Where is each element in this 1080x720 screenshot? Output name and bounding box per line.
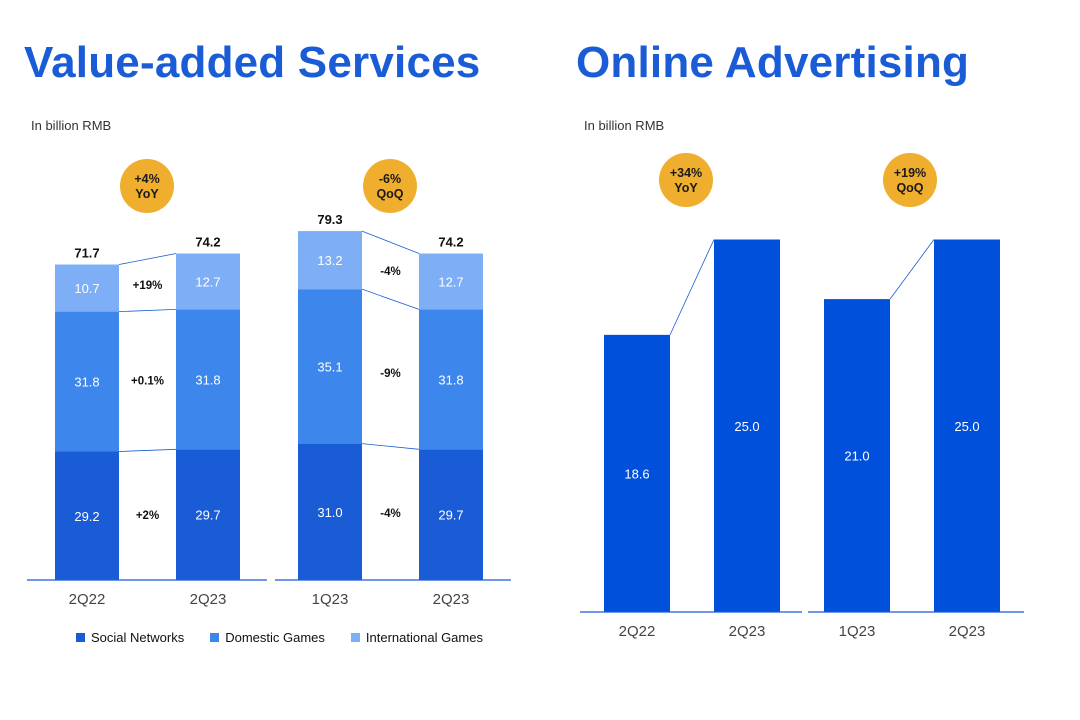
legend-label-social: Social Networks <box>91 630 185 645</box>
vas-qoq-bar-international-1q23 <box>298 231 362 290</box>
legend-item-international: International Games <box>350 630 483 645</box>
vas-qoq-badge-value: -6% <box>379 172 401 186</box>
vas-yoy-connector-1 <box>118 448 177 452</box>
vas-yoy-bar-international-2q23 <box>176 253 240 310</box>
vas-qoq-connector-3 <box>361 230 420 254</box>
ads-qoq-connector <box>889 239 935 300</box>
ads-yoy-badge <box>659 153 713 207</box>
ads-title: Online Advertising <box>576 38 970 87</box>
vas-yoy-total-2q23: 74.2 <box>195 235 220 250</box>
vas-qoq-bar-social-2q23 <box>419 449 483 580</box>
vas-qoq-change-international: -4% <box>380 266 400 278</box>
vas-yoy-value-international-2q23: 12.7 <box>195 274 220 289</box>
vas-qoq-badge-label: QoQ <box>376 187 403 201</box>
ads-yoy-xtick-2q23: 2Q23 <box>729 623 766 640</box>
ads-yoy-badge-label: YoY <box>674 181 698 195</box>
legend-swatch-international <box>350 633 360 642</box>
legend: Social Networks Domestic Games Internati… <box>76 630 483 645</box>
vas-yoy-connector-3 <box>118 253 177 265</box>
vas-qoq-bar-domestic-1q23 <box>298 289 362 444</box>
vas-qoq-total-2q23: 74.2 <box>438 235 463 250</box>
vas-unit-label: In billion RMB <box>31 118 112 133</box>
vas-qoq-xtick-2q23: 2Q23 <box>433 591 470 608</box>
vas-qoq-value-domestic-1q23: 35.1 <box>317 359 342 374</box>
ads-yoy-badge-value: +34% <box>670 166 702 180</box>
vas-title: Value-added Services <box>24 38 481 87</box>
vas-yoy-bar-domestic-2q22 <box>55 311 119 452</box>
vas-yoy-value-domestic-2q23: 31.8 <box>195 372 220 387</box>
legend-label-domestic: Domestic Games <box>225 630 325 645</box>
vas-qoq-value-international-2q23: 12.7 <box>438 274 463 289</box>
vas-qoq-bar-international-2q23 <box>419 253 483 310</box>
vas-yoy-change-social: +2% <box>136 510 159 522</box>
legend-swatch-social <box>76 633 85 642</box>
legend-label-international: International Games <box>365 630 483 645</box>
vas-yoy-value-domestic-2q22: 31.8 <box>74 375 99 390</box>
ads-yoy-bar-2q22 <box>604 334 670 612</box>
vas-yoy-bar-social-2q23 <box>176 449 240 580</box>
vas-yoy-total-2q22: 71.7 <box>74 246 99 261</box>
vas-qoq-badge <box>363 159 417 213</box>
vas-qoq-change-domestic: -9% <box>380 368 400 380</box>
ads-yoy-bar-2q23 <box>714 239 780 612</box>
vas-yoy-connector-2 <box>118 309 177 312</box>
vas-qoq-value-social-1q23: 31.0 <box>317 505 342 520</box>
vas-qoq-bar-domestic-2q23 <box>419 309 483 450</box>
legend-swatch-domestic <box>210 633 220 642</box>
vas-yoy-bar-social-2q22 <box>55 451 119 580</box>
ads-unit-label: In billion RMB <box>584 118 665 133</box>
ads-yoy-value-2q22: 18.6 <box>624 466 649 481</box>
legend-item-social: Social Networks <box>76 630 184 645</box>
ads-qoq-bar-1q23 <box>824 299 890 612</box>
vas-qoq-bar-social-1q23 <box>298 443 362 580</box>
vas-yoy-bar-domestic-2q23 <box>176 309 240 450</box>
vas-qoq-xtick-1q23: 1Q23 <box>312 591 349 608</box>
ads-qoq-bar-2q23 <box>934 239 1000 612</box>
legend-item-domestic: Domestic Games <box>210 630 325 645</box>
vas-yoy-change-international: +19% <box>133 280 163 292</box>
ads-qoq-xtick-1q23: 1Q23 <box>839 623 876 640</box>
ads-qoq-xtick-2q23: 2Q23 <box>949 623 986 640</box>
vas-qoq-connector-2 <box>361 288 420 310</box>
vas-yoy-badge-label: YoY <box>135 187 159 201</box>
ads-qoq-badge <box>883 153 937 207</box>
vas-qoq-connector-1 <box>361 443 420 450</box>
vas-yoy-badge <box>120 159 174 213</box>
vas-yoy-xtick-2q22: 2Q22 <box>69 591 106 608</box>
vas-yoy-value-social-2q23: 29.7 <box>195 508 220 523</box>
vas-qoq-value-domestic-2q23: 31.8 <box>438 372 463 387</box>
vas-qoq-value-international-1q23: 13.2 <box>317 253 342 268</box>
vas-qoq-total-1q23: 79.3 <box>317 212 342 227</box>
vas-yoy-value-international-2q22: 10.7 <box>74 281 99 296</box>
ads-qoq-badge-label: QoQ <box>896 181 923 195</box>
vas-yoy-value-social-2q22: 29.2 <box>74 509 99 524</box>
ads-qoq-value-2q23: 25.0 <box>954 419 979 434</box>
vas-qoq-change-social: -4% <box>380 508 400 520</box>
ads-qoq-badge-value: +19% <box>894 166 926 180</box>
vas-yoy-badge-value: +4% <box>134 172 159 186</box>
ads-yoy-xtick-2q22: 2Q22 <box>619 623 656 640</box>
vas-yoy-change-domestic: +0.1% <box>131 375 164 387</box>
vas-qoq-value-social-2q23: 29.7 <box>438 508 463 523</box>
ads-yoy-value-2q23: 25.0 <box>734 419 759 434</box>
vas-yoy-bar-international-2q22 <box>55 264 119 312</box>
ads-yoy-connector <box>669 239 715 336</box>
vas-yoy-xtick-2q23: 2Q23 <box>190 591 227 608</box>
ads-qoq-value-1q23: 21.0 <box>844 449 869 464</box>
